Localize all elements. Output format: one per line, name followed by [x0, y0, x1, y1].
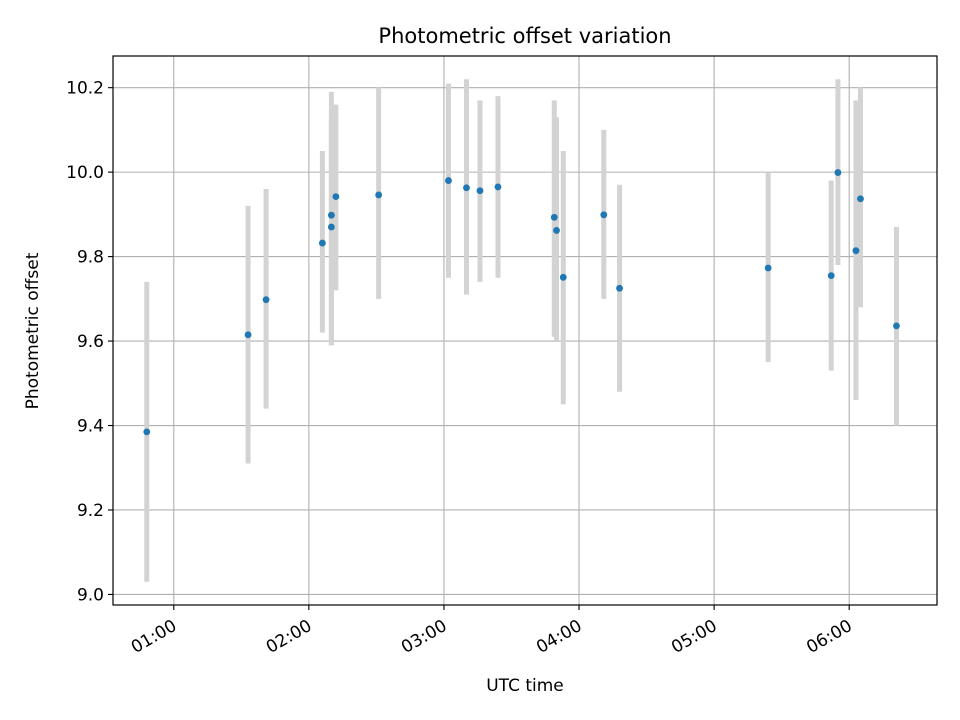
y-tick-label: 10.0: [66, 163, 104, 183]
data-point: [834, 169, 842, 176]
data-point: [827, 272, 835, 279]
y-axis-title: Photometric offset: [23, 252, 43, 409]
plot-frame: [112, 55, 938, 606]
data-point: [327, 211, 335, 219]
data-points: [143, 169, 900, 436]
data-point: [494, 183, 502, 191]
y-tick-label: 9.2: [77, 501, 104, 521]
data-point: [375, 191, 383, 199]
chart-title: Photometric offset variation: [378, 24, 671, 48]
y-tick-label: 9.4: [77, 417, 104, 437]
y-tick-label: 10.2: [66, 79, 104, 99]
data-point: [600, 211, 608, 219]
data-point: [857, 195, 864, 203]
y-axis: 9.0 9.2 9.4 9.6 9.8 10.0 10.2: [66, 79, 113, 605]
data-point: [476, 187, 484, 195]
data-point: [559, 273, 567, 281]
y-tick-label: 9.8: [77, 248, 104, 268]
data-point: [318, 239, 326, 247]
y-tick-label: 9.0: [77, 585, 104, 605]
data-point: [332, 193, 340, 201]
data-point: [553, 227, 560, 234]
data-point: [893, 322, 900, 330]
data-point: [244, 331, 252, 339]
data-point: [143, 428, 151, 436]
data-point: [463, 184, 470, 192]
data-point: [616, 284, 623, 292]
x-axis-title: UTC time: [486, 676, 564, 696]
data-point: [852, 247, 860, 255]
y-tick-label: 9.6: [77, 332, 104, 352]
data-point: [764, 264, 772, 272]
data-point: [327, 223, 335, 231]
data-point: [550, 213, 558, 221]
data-point: [445, 177, 452, 184]
data-point: [262, 296, 270, 304]
